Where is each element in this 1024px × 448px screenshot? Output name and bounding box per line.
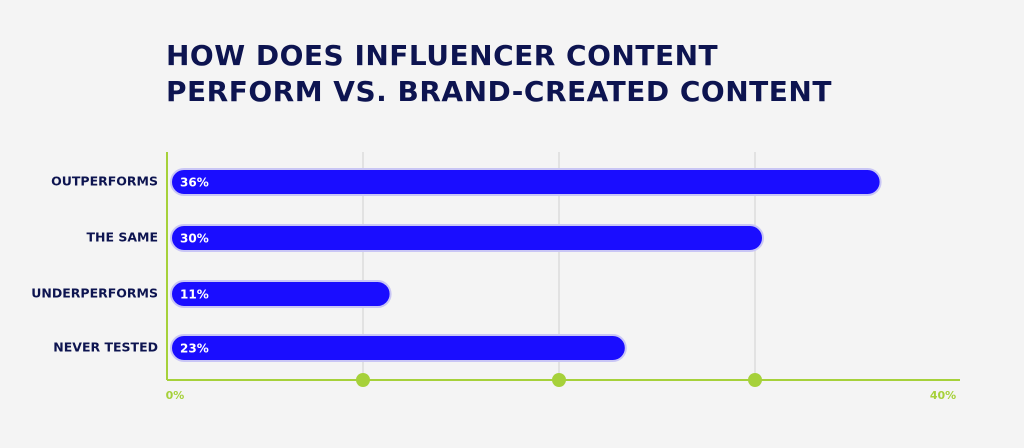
bar [170, 334, 627, 362]
chart-title: HOW DOES INFLUENCER CONTENT PERFORM VS. … [166, 39, 832, 108]
tick-dot [356, 373, 370, 387]
bar [170, 224, 764, 252]
value-label: 30% [180, 232, 209, 246]
tick-dot [748, 373, 762, 387]
tick-dot [552, 373, 566, 387]
category-label: UNDERPERFORMS [31, 286, 158, 301]
category-label: NEVER TESTED [53, 340, 158, 355]
x-tick-label: 0% [166, 389, 185, 402]
value-label: 36% [180, 176, 209, 190]
value-label: 23% [180, 342, 209, 356]
bar [170, 280, 392, 308]
value-label: 11% [180, 288, 209, 302]
bar [170, 168, 882, 196]
x-tick-label: 40% [930, 389, 956, 402]
category-label: OUTPERFORMS [51, 174, 158, 189]
category-label: THE SAME [86, 230, 158, 245]
